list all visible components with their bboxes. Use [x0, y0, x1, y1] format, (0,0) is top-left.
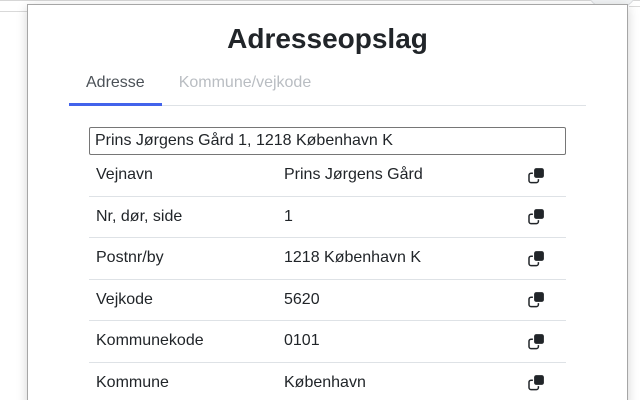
table-row: Kommunekode 0101	[89, 321, 566, 363]
row-value: København	[284, 373, 366, 391]
page-title: Adresseopslag	[227, 23, 428, 54]
row-label: Kommune	[96, 373, 169, 391]
tab-panel-adresse: Vejnavn Prins Jørgens Gård Nr, dør, side…	[89, 127, 566, 400]
row-value: Prins Jørgens Gård	[284, 166, 423, 184]
row-label: Kommunekode	[96, 332, 204, 350]
row-label: Postnr/by	[96, 249, 164, 267]
copy-icon	[528, 249, 545, 267]
tab-adresse[interactable]: Adresse	[69, 63, 162, 106]
copy-button[interactable]	[528, 249, 545, 267]
row-label: Vejkode	[96, 290, 153, 308]
copy-button[interactable]	[528, 332, 545, 350]
address-table: Vejnavn Prins Jørgens Gård Nr, dør, side…	[89, 155, 566, 400]
extension-popup: Adresseopslag Adresse Kommune/vejkode Ve…	[27, 4, 628, 400]
row-label: Nr, dør, side	[96, 207, 183, 225]
toolbar-edge-left	[0, 11, 28, 12]
toolbar-edge-right	[629, 6, 640, 7]
window-top-edge	[0, 0, 640, 1]
copy-icon	[528, 166, 545, 184]
row-value: 0101	[284, 332, 320, 350]
row-label: Vejnavn	[96, 166, 153, 184]
row-value: 1	[284, 207, 293, 225]
table-row: Vejkode 5620	[89, 280, 566, 321]
table-row: Kommune København	[89, 363, 566, 400]
copy-icon	[528, 332, 545, 350]
tab-bar: Adresse Kommune/vejkode	[69, 63, 586, 106]
copy-button[interactable]	[528, 291, 545, 308]
table-row: Postnr/by 1218 København K	[89, 238, 566, 280]
copy-icon	[528, 374, 545, 391]
table-row: Nr, dør, side 1	[89, 197, 566, 238]
copy-button[interactable]	[528, 374, 545, 391]
address-search-input[interactable]	[89, 127, 566, 155]
row-value: 5620	[284, 290, 320, 308]
row-value: 1218 København K	[284, 249, 421, 267]
table-row: Vejnavn Prins Jørgens Gård	[89, 155, 566, 197]
copy-icon	[528, 208, 545, 225]
copy-icon	[528, 291, 545, 308]
copy-button[interactable]	[528, 208, 545, 225]
tab-kommune-vejkode[interactable]: Kommune/vejkode	[178, 74, 312, 91]
copy-button[interactable]	[528, 166, 545, 184]
